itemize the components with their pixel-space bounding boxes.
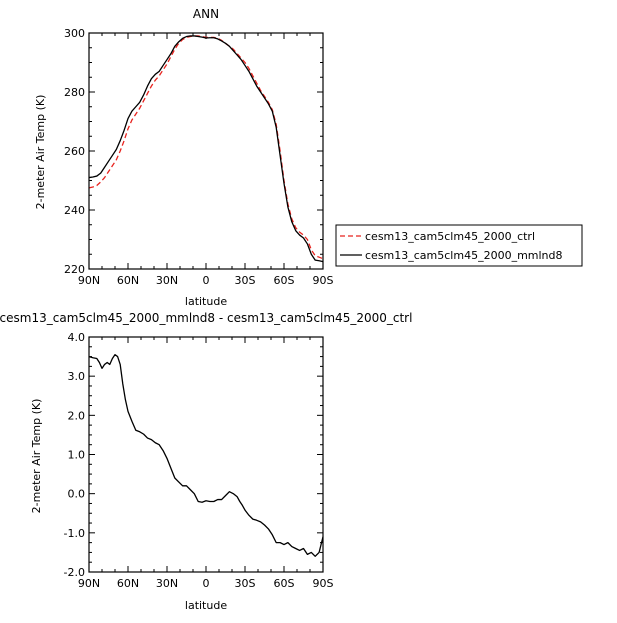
bottom-chart-y-tick-label: -2.0 — [64, 566, 85, 579]
top-chart-title: ANN — [193, 7, 219, 21]
bottom-chart-series-line-0 — [88, 353, 324, 557]
bottom-chart-x-tick-label: 30N — [156, 577, 178, 590]
top-chart-frame — [88, 32, 324, 270]
top-chart-x-tick-label: 90N — [78, 274, 100, 287]
bottom-chart-series — [88, 353, 324, 557]
bottom-chart-y-tick-label: 0.0 — [68, 488, 86, 501]
top-chart-x-tick-label: 60N — [117, 274, 139, 287]
bottom-chart-title: cesm13_cam5clm45_2000_mmlnd8 - cesm13_ca… — [0, 311, 412, 325]
bottom-chart-x-tick-label: 30S — [235, 577, 256, 590]
bottom-chart-y-tick-label: 3.0 — [68, 370, 86, 383]
top-chart-x-tick-label: 0 — [203, 274, 210, 287]
top-chart-x-tick-label: 30N — [156, 274, 178, 287]
bottom-chart-y-tick-label: -1.0 — [64, 527, 85, 540]
bottom-chart-y-tick-label: 4.0 — [68, 331, 86, 344]
bottom-chart-y-tick-label: 1.0 — [68, 449, 86, 462]
bottom-chart-x-tick-label: 90N — [78, 577, 100, 590]
bottom-chart-x-tick-label: 60S — [274, 577, 295, 590]
top-chart-x-tick-label: 90S — [313, 274, 334, 287]
top-chart-series — [88, 35, 324, 263]
top-chart-x-tick-label: 30S — [235, 274, 256, 287]
legend-label-ctrl: cesm13_cam5clm45_2000_ctrl — [365, 230, 535, 243]
top-chart-y-axis-label: 2-meter Air Temp (K) — [34, 95, 47, 210]
bottom-chart-x-tick-label: 0 — [203, 577, 210, 590]
top-chart-y-tick-label: 240 — [64, 204, 85, 217]
bottom-chart-x-axis-label: latitude — [185, 599, 227, 612]
bottom-chart-panel: cesm13_cam5clm45_2000_mmlnd8 - cesm13_ca… — [0, 311, 412, 612]
top-chart-y-tick-label: 300 — [64, 27, 85, 40]
top-chart-y-tick-label: 220 — [64, 263, 85, 276]
legend-label-mmlnd8: cesm13_cam5clm45_2000_mmlnd8 — [365, 249, 563, 262]
top-chart-x-tick-label: 60S — [274, 274, 295, 287]
bottom-chart-frame — [88, 336, 324, 573]
bottom-chart-x-tick-label: 60N — [117, 577, 139, 590]
top-chart-series-line-cesm13_cam5clm45_2000_ctrl — [88, 35, 324, 260]
top-chart-x-axis-label: latitude — [185, 295, 227, 308]
bottom-chart-x-tick-label: 90S — [313, 577, 334, 590]
bottom-chart-y-tick-label: 2.0 — [68, 409, 86, 422]
top-chart-ticks: 220 240 260 280 300 90N 60N 30N 0 30S 60S 90S — [64, 27, 334, 287]
top-chart-panel: ANN 2-meter Air Temp (K) latitude 220 240… — [34, 7, 334, 308]
legend-box — [335, 224, 583, 267]
bottom-chart-y-axis-label: 2-meter Air Temp (K) — [30, 399, 43, 514]
top-chart-y-tick-label: 260 — [64, 145, 85, 158]
chart-legend: cesm13_cam5clm45_2000_ctrl cesm13_cam5cl… — [335, 224, 583, 267]
top-chart-y-tick-label: 280 — [64, 86, 85, 99]
top-chart-series-line-cesm13_cam5clm45_2000_mmlnd8 — [88, 35, 324, 263]
bottom-chart-ticks: -2.0 -1.0 0.0 1.0 2.0 3.0 4.0 90N 60N 30N 0 30S 60S 9… — [64, 331, 334, 590]
